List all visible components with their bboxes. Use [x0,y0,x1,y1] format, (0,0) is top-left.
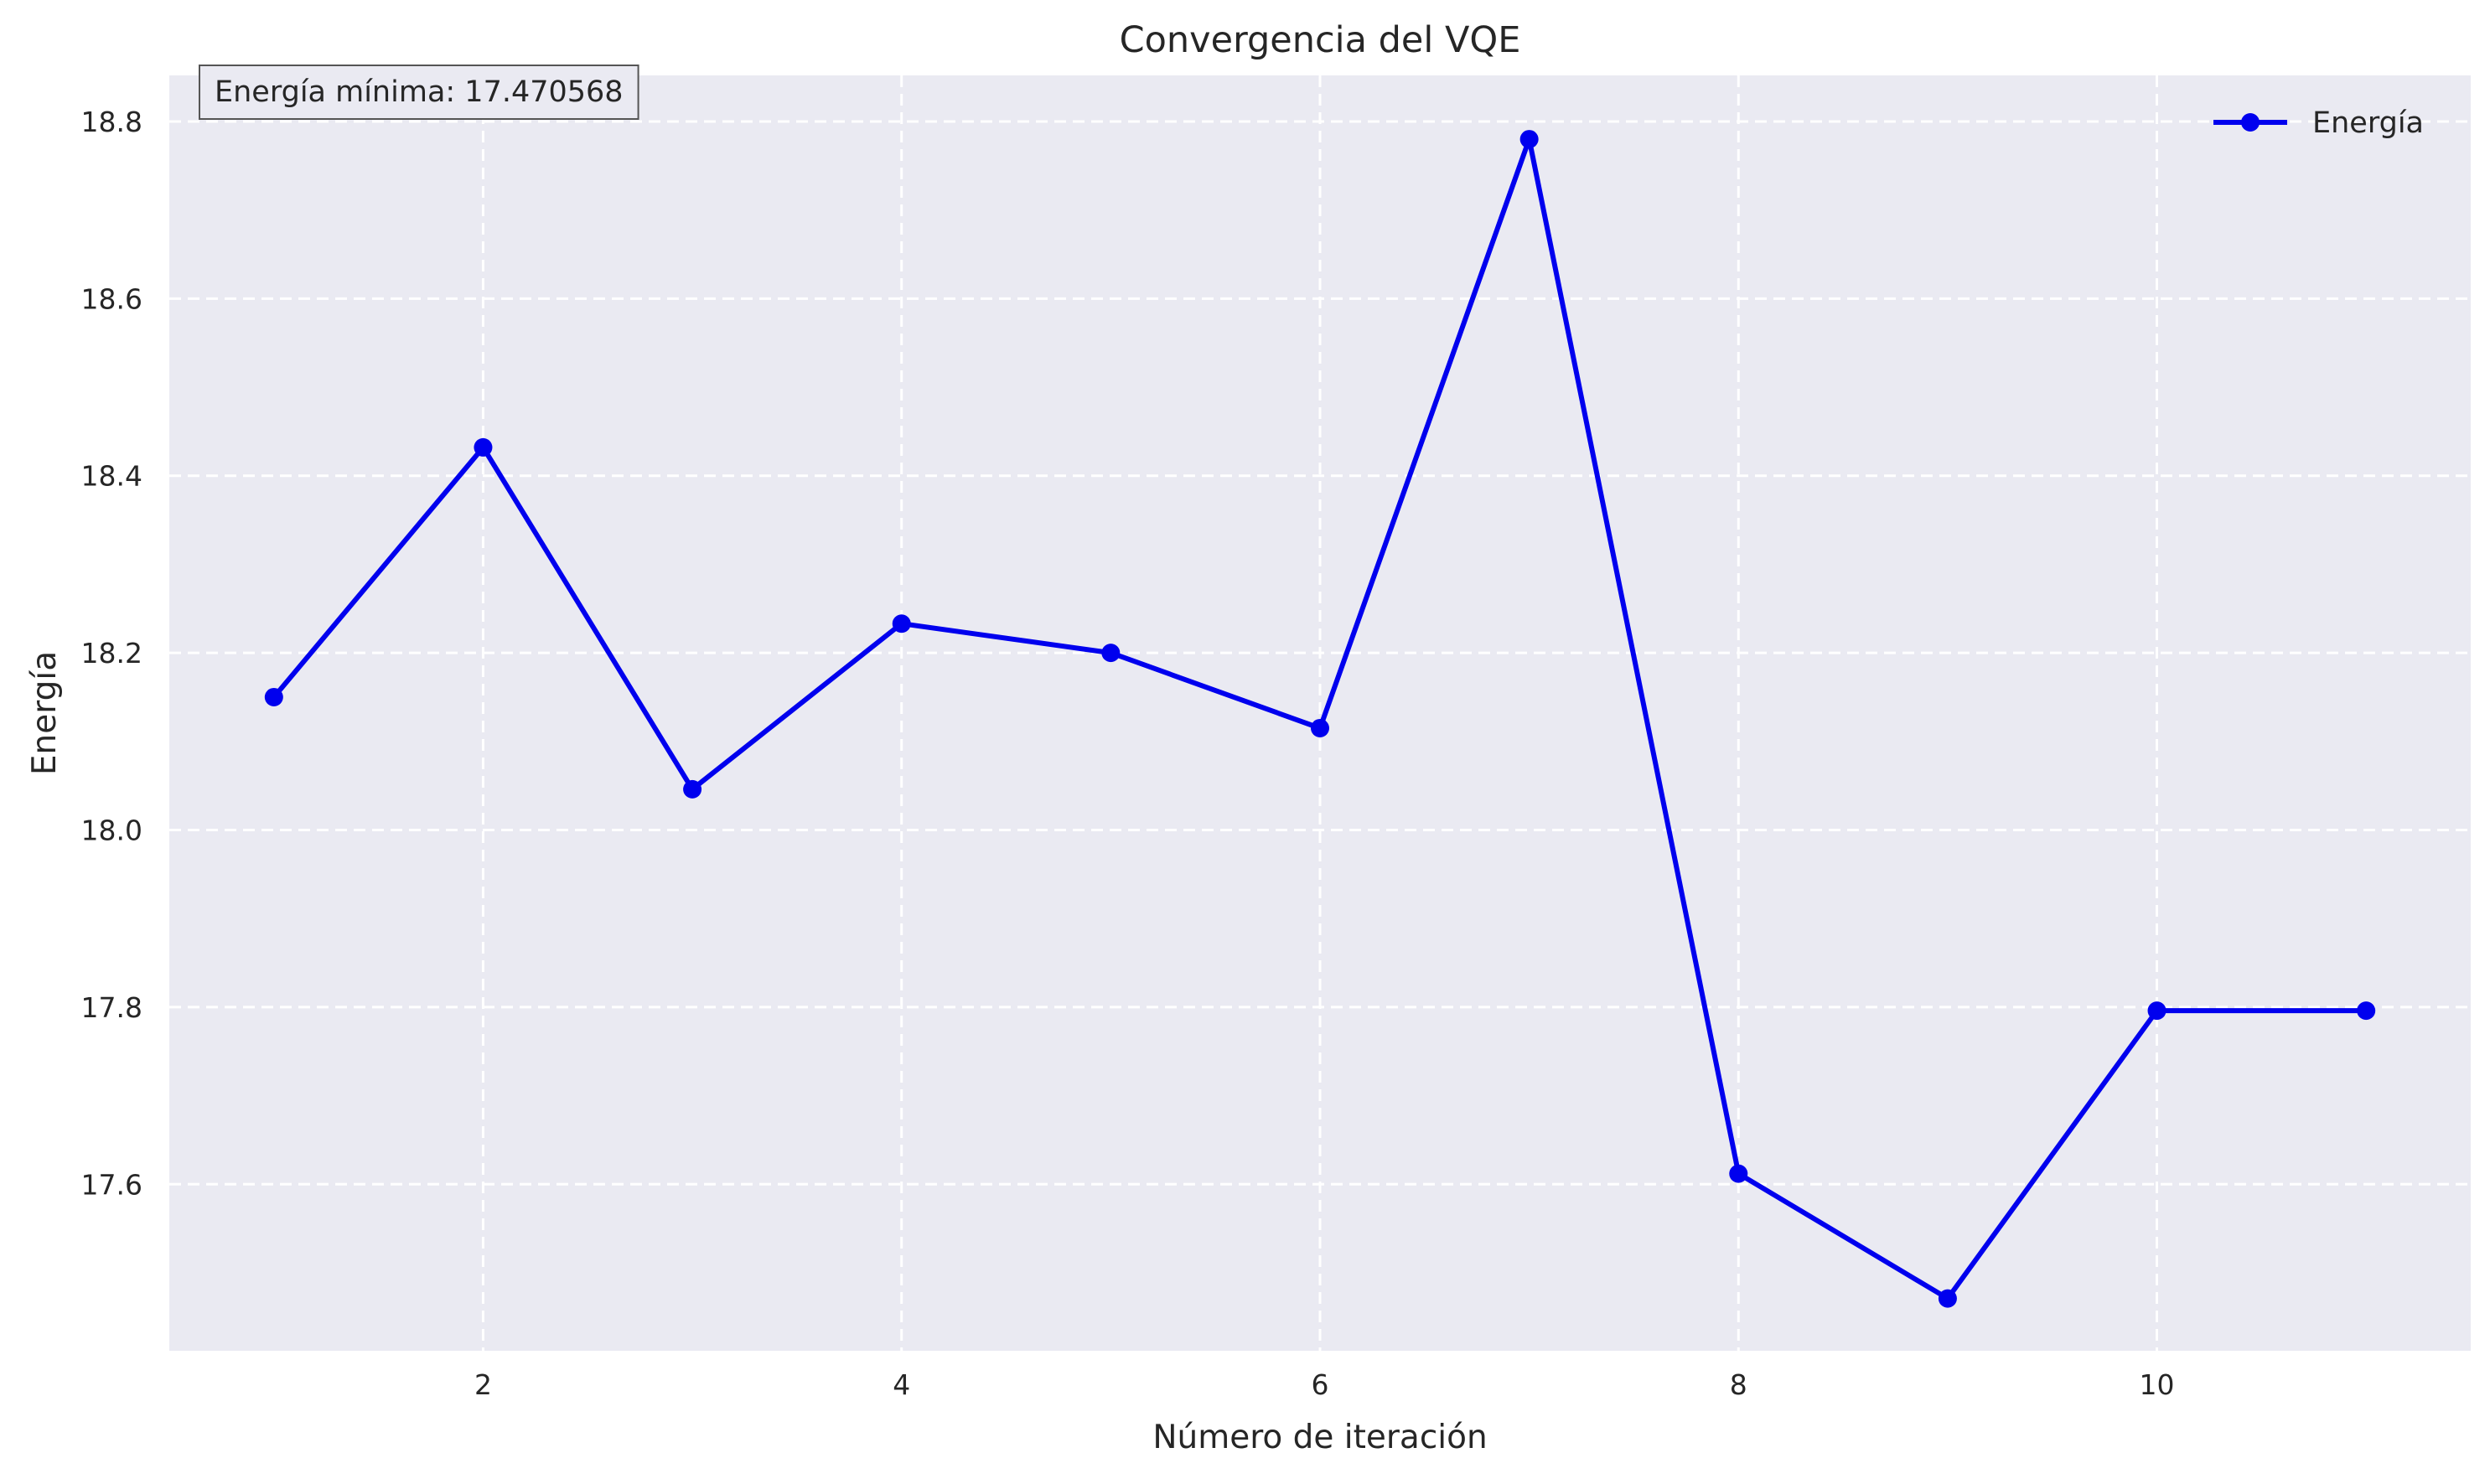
legend-label: Energía [2312,106,2424,140]
y-tick-label: 18.2 [81,637,142,670]
data-point [683,779,702,799]
data-point [474,437,493,457]
annotation-box: Energía mínima: 17.470568 [199,65,639,120]
y-tick-label: 18.6 [81,282,142,315]
chart-title: Convergencia del VQE [1120,19,1521,61]
data-point [1101,644,1121,663]
data-point [264,687,283,706]
data-point [1938,1289,1957,1308]
x-tick-label: 8 [1730,1368,1747,1401]
data-point [2147,1001,2166,1021]
grid-lines [169,75,2471,1351]
legend: Energía [2213,106,2424,140]
y-tick-label: 17.6 [81,1168,142,1201]
y-axis-label: Energía [26,651,64,775]
data-point [1729,1164,1748,1183]
x-tick-label: 10 [2140,1368,2175,1401]
y-tick-label: 17.8 [81,991,142,1024]
data-point [1519,130,1539,149]
y-tick-label: 18.0 [81,814,142,847]
data-point [1311,718,1329,737]
series-layer [264,130,2376,1308]
x-tick-label: 2 [474,1368,492,1401]
data-point [892,614,911,633]
y-tick-label: 18.4 [81,460,142,493]
tick-labels: 2 4 6 8 10 17.6 17.8 18.0 18.2 18.4 18.6 18.8 [81,106,2175,1401]
data-point [2357,1001,2376,1021]
y-tick-label: 18.8 [81,106,142,138]
x-tick-label: 6 [1312,1368,1329,1401]
legend-marker-swatch [2241,113,2260,132]
annotation-text: Energía mínima: 17.470568 [215,75,624,109]
x-axis-label: Número de iteración [1152,1419,1487,1456]
annotation-border [199,65,639,120]
x-tick-label: 4 [893,1368,910,1401]
